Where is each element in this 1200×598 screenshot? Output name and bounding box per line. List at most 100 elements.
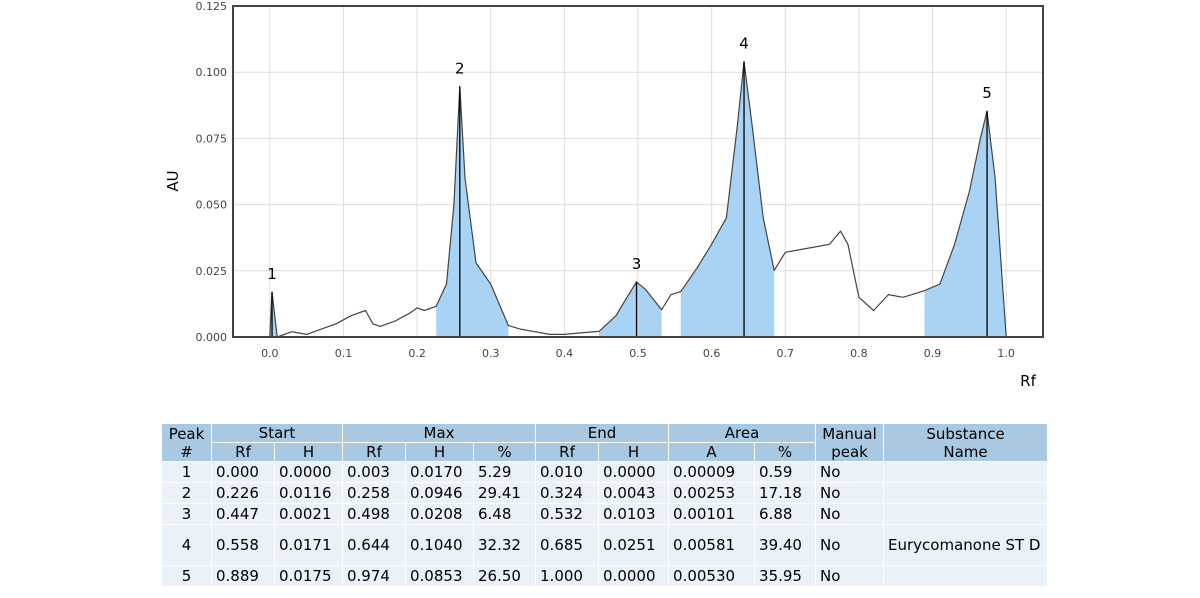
cell-end-h: 0.0103 — [599, 504, 670, 525]
cell-area-pct: 39.40 — [755, 525, 817, 566]
peak-label-4: 4 — [739, 35, 749, 53]
header-max-pct: % — [474, 443, 537, 462]
cell-manual: No — [816, 525, 885, 566]
cell-max-h: 0.1040 — [406, 525, 474, 566]
cell-start-rf: 0.558 — [212, 525, 275, 566]
cell-end-h: 0.0043 — [599, 483, 670, 504]
cell-start-rf: 0.889 — [212, 566, 275, 587]
header-start-rf: Rf — [212, 443, 275, 462]
cell-max-pct: 29.41 — [474, 483, 537, 504]
y-tick-label: 0.025 — [196, 265, 228, 278]
cell-manual: No — [816, 504, 885, 525]
cell-start-rf: 0.447 — [212, 504, 275, 525]
cell-max-rf: 0.003 — [343, 462, 406, 483]
y-axis-title: AU — [164, 170, 182, 191]
cell-end-rf: 0.532 — [536, 504, 600, 525]
densitogram-curve — [269, 61, 1007, 338]
cell-max-rf: 0.974 — [343, 566, 406, 587]
peak-markers: 1 2 3 4 5 — [267, 35, 992, 337]
cell-area-a: 0.00530 — [669, 566, 756, 587]
cell-start-h: 0.0175 — [275, 566, 343, 587]
peak-area-2 — [436, 86, 509, 337]
cell-area-pct: 17.18 — [755, 483, 817, 504]
peak-label-2: 2 — [455, 59, 465, 77]
header-area-pct: % — [755, 443, 817, 462]
cell-substance: Eurycomanone ST D — [884, 525, 1049, 566]
cell-area-pct: 0.59 — [755, 462, 817, 483]
cell-peak: 1 — [162, 462, 212, 483]
peak-label-1: 1 — [267, 265, 277, 283]
curve-layer — [269, 61, 1007, 338]
peak-area-4 — [680, 61, 775, 337]
tick-labels: 0.000 0.025 0.050 0.075 0.100 0.125 0.0 0.1 0.2 0… — [196, 0, 1015, 360]
header-end: End — [536, 424, 670, 443]
cell-substance — [884, 483, 1049, 504]
cell-max-h: 0.0170 — [406, 462, 474, 483]
cell-area-pct: 6.88 — [755, 504, 817, 525]
x-tick-label: 0.2 — [408, 347, 426, 360]
cell-max-pct: 32.32 — [474, 525, 537, 566]
cell-end-h: 0.0251 — [599, 525, 670, 566]
x-tick-label: 1.0 — [997, 347, 1015, 360]
cell-start-h: 0.0171 — [275, 525, 343, 566]
cell-start-h: 0.0116 — [275, 483, 343, 504]
y-tick-label: 0.100 — [196, 66, 228, 79]
header-max-h: H — [406, 443, 474, 462]
y-tick-label: 0.000 — [196, 331, 228, 344]
cell-start-rf: 0.226 — [212, 483, 275, 504]
cell-area-a: 0.00581 — [669, 525, 756, 566]
peak-label-3: 3 — [632, 255, 642, 273]
cell-manual: No — [816, 462, 885, 483]
x-tick-label: 0.8 — [850, 347, 868, 360]
x-tick-label: 0.0 — [261, 347, 279, 360]
x-tick-label: 0.7 — [777, 347, 795, 360]
cell-max-rf: 0.258 — [343, 483, 406, 504]
x-tick-label: 0.1 — [335, 347, 353, 360]
cell-max-pct: 5.29 — [474, 462, 537, 483]
y-tick-label: 0.050 — [196, 199, 228, 212]
cell-max-h: 0.0946 — [406, 483, 474, 504]
cell-area-a: 0.00253 — [669, 483, 756, 504]
cell-end-rf: 0.324 — [536, 483, 600, 504]
table-row: 5 0.889 0.0175 0.974 0.0853 26.50 1.000 … — [162, 566, 1049, 587]
x-tick-label: 0.9 — [924, 347, 942, 360]
table-row: 2 0.226 0.0116 0.258 0.0946 29.41 0.324 … — [162, 483, 1049, 504]
cell-end-rf: 0.685 — [536, 525, 600, 566]
cell-area-a: 0.00009 — [669, 462, 756, 483]
cell-peak: 4 — [162, 525, 212, 566]
cell-end-h: 0.0000 — [599, 462, 670, 483]
cell-max-pct: 26.50 — [474, 566, 537, 587]
header-peak-number: Peak # — [162, 424, 212, 462]
header-end-rf: Rf — [536, 443, 600, 462]
cell-end-h: 0.0000 — [599, 566, 670, 587]
y-tick-label: 0.125 — [196, 0, 228, 13]
header-max: Max — [343, 424, 537, 443]
x-tick-label: 0.6 — [703, 347, 721, 360]
plot-frame — [232, 5, 1044, 338]
cell-max-h: 0.0853 — [406, 566, 474, 587]
header-start: Start — [212, 424, 343, 443]
header-manual-peak: Manual peak — [816, 424, 885, 462]
header-substance-name: Substance Name — [884, 424, 1049, 462]
cell-substance — [884, 462, 1049, 483]
peak-area-5 — [924, 111, 1007, 337]
cell-peak: 5 — [162, 566, 212, 587]
cell-max-rf: 0.498 — [343, 504, 406, 525]
cell-manual: No — [816, 566, 885, 587]
cell-manual: No — [816, 483, 885, 504]
header-start-h: H — [275, 443, 343, 462]
x-tick-label: 0.4 — [556, 347, 574, 360]
cell-start-h: 0.0000 — [275, 462, 343, 483]
peak-label-5: 5 — [982, 84, 992, 102]
table-row: 3 0.447 0.0021 0.498 0.0208 6.48 0.532 0… — [162, 504, 1049, 525]
cell-max-rf: 0.644 — [343, 525, 406, 566]
table-row: 4 0.558 0.0171 0.644 0.1040 32.32 0.685 … — [162, 525, 1049, 566]
table-row: 1 0.000 0.0000 0.003 0.0170 5.29 0.010 0… — [162, 462, 1049, 483]
cell-substance — [884, 504, 1049, 525]
x-axis-title: Rf — [1020, 372, 1036, 390]
cell-area-a: 0.00101 — [669, 504, 756, 525]
cell-area-pct: 35.95 — [755, 566, 817, 587]
header-end-h: H — [599, 443, 670, 462]
cell-peak: 2 — [162, 483, 212, 504]
